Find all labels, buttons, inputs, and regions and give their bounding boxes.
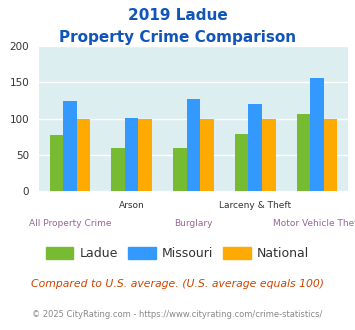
Legend: Ladue, Missouri, National: Ladue, Missouri, National bbox=[41, 242, 314, 265]
Bar bbox=[50, 135, 63, 191]
Bar bbox=[262, 119, 275, 191]
Text: Larceny & Theft: Larceny & Theft bbox=[219, 201, 291, 210]
Text: Compared to U.S. average. (U.S. average equals 100): Compared to U.S. average. (U.S. average … bbox=[31, 279, 324, 289]
Text: © 2025 CityRating.com - https://www.cityrating.com/crime-statistics/: © 2025 CityRating.com - https://www.city… bbox=[32, 310, 323, 319]
Bar bbox=[235, 134, 248, 191]
Text: Burglary: Burglary bbox=[174, 219, 213, 228]
Bar bbox=[111, 148, 125, 191]
Bar bbox=[125, 118, 138, 191]
Bar bbox=[310, 78, 324, 191]
Bar bbox=[200, 119, 214, 191]
Bar bbox=[138, 119, 152, 191]
Bar bbox=[77, 119, 90, 191]
Text: Arson: Arson bbox=[119, 201, 144, 210]
Bar bbox=[297, 115, 310, 191]
Text: Motor Vehicle Theft: Motor Vehicle Theft bbox=[273, 219, 355, 228]
Bar bbox=[324, 119, 337, 191]
Bar bbox=[248, 104, 262, 191]
Bar bbox=[173, 148, 187, 191]
Text: 2019 Ladue: 2019 Ladue bbox=[128, 8, 227, 23]
Bar bbox=[63, 101, 77, 191]
Bar bbox=[187, 99, 200, 191]
Text: All Property Crime: All Property Crime bbox=[29, 219, 111, 228]
Text: Property Crime Comparison: Property Crime Comparison bbox=[59, 30, 296, 45]
